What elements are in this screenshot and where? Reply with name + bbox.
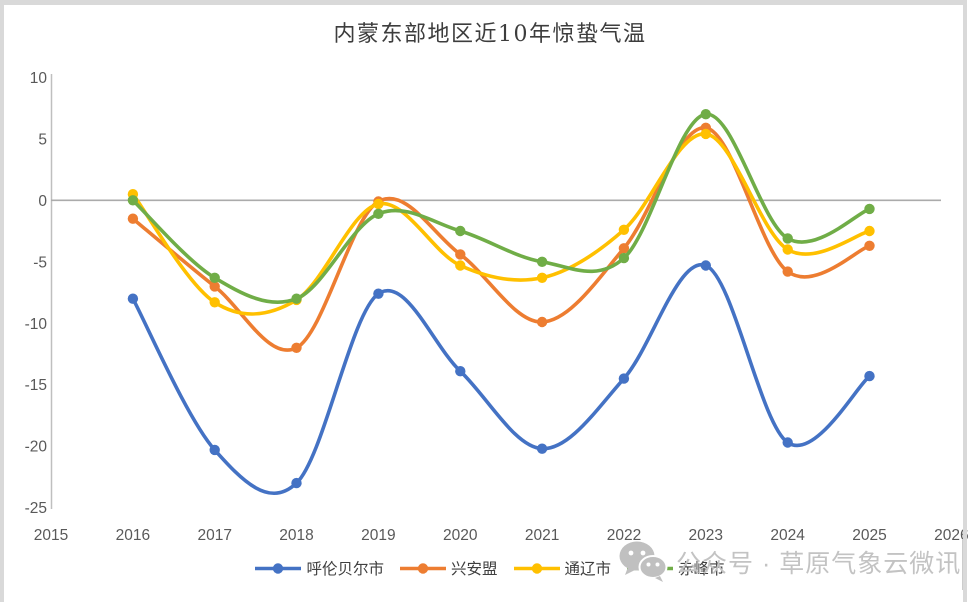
series-line-tongliao	[131, 132, 872, 316]
legend-marker-icon	[255, 562, 302, 574]
data-point-hulunbuir	[618, 373, 630, 384]
data-point-chifeng	[536, 256, 548, 267]
legend-label: 通辽市	[564, 561, 612, 578]
legend-marker-icon	[513, 562, 560, 574]
legend-item-xingan-league: 兴安盟	[399, 557, 498, 579]
data-point-hulunbuir	[373, 288, 384, 299]
legend-marker-icon	[399, 562, 446, 574]
legend-item-tongliao: 通辽市	[513, 557, 612, 579]
series-line-chifeng	[131, 112, 872, 304]
x-tick-label: 2018	[279, 527, 313, 544]
watermark-right-bar	[962, 540, 965, 590]
legend: 呼伦贝尔市 兴安盟 通辽市 赤峰市	[0, 557, 980, 579]
data-point-tongliao	[618, 224, 630, 235]
data-point-hulunbuir	[700, 260, 711, 271]
chart-title: 内蒙东部地区近10年惊蛰气温	[333, 22, 647, 47]
data-point-xingan-league	[536, 316, 548, 328]
data-point-tongliao	[455, 260, 466, 271]
legend-item-chifeng: 赤峰市	[627, 557, 725, 579]
x-tick-label: 2024	[770, 527, 805, 544]
data-point-tongliao	[373, 198, 384, 210]
data-point-chifeng	[291, 293, 302, 304]
data-point-chifeng	[127, 195, 139, 206]
data-point-xingan-league	[618, 243, 630, 254]
data-point-xingan-league	[455, 249, 466, 260]
data-point-tongliao	[209, 297, 220, 308]
y-tick-label: 10	[30, 70, 48, 87]
data-point-xingan-league	[127, 213, 139, 224]
data-point-hulunbuir	[782, 437, 793, 448]
series-line-xingan-league	[131, 126, 872, 352]
legend-label: 兴安盟	[450, 561, 498, 578]
legend-marker-icon	[627, 562, 674, 574]
y-tick-label: -20	[25, 439, 48, 456]
legend-item-hulunbuir: 呼伦贝尔市	[255, 557, 384, 579]
data-point-xingan-league	[291, 342, 302, 353]
data-point-xingan-league	[864, 240, 875, 251]
data-point-chifeng	[209, 272, 220, 283]
y-tick-label: 5	[38, 131, 47, 148]
y-tick-label: 0	[38, 193, 47, 210]
data-point-xingan-league	[782, 266, 793, 277]
x-tick-label: 2017	[197, 527, 231, 544]
x-tick-label: 2015	[34, 527, 68, 544]
y-tick-label: -5	[33, 254, 47, 271]
legend-label: 赤峰市	[678, 561, 725, 578]
data-point-hulunbuir	[864, 370, 875, 382]
data-point-hulunbuir	[291, 477, 302, 489]
y-tick-label: -25	[25, 500, 47, 517]
data-point-tongliao	[536, 272, 548, 283]
data-point-xingan-league	[209, 281, 220, 292]
data-point-chifeng	[455, 225, 466, 237]
data-point-hulunbuir	[455, 366, 466, 377]
x-tick-label: 2026	[934, 527, 968, 544]
data-point-chifeng	[373, 208, 384, 219]
data-point-chifeng	[782, 233, 793, 244]
data-point-chifeng	[700, 109, 711, 120]
data-point-chifeng	[864, 203, 875, 215]
data-point-hulunbuir	[209, 444, 220, 456]
series-line-hulunbuir	[131, 263, 872, 496]
x-tick-label: 2021	[525, 527, 559, 544]
legend-label: 呼伦贝尔市	[306, 561, 384, 578]
x-tick-label: 2023	[689, 527, 723, 544]
x-tick-label: 2016	[116, 527, 150, 544]
data-point-hulunbuir	[536, 443, 548, 454]
x-tick-label: 2025	[852, 527, 886, 544]
x-tick-label: 2020	[443, 527, 478, 544]
data-point-tongliao	[782, 244, 793, 255]
data-point-chifeng	[618, 252, 630, 264]
y-tick-label: -15	[25, 377, 47, 394]
data-point-tongliao	[700, 128, 711, 140]
y-tick-label: -10	[25, 316, 48, 333]
data-point-tongliao	[864, 225, 875, 237]
x-tick-label: 2019	[361, 527, 395, 544]
data-point-hulunbuir	[127, 293, 139, 304]
x-tick-label: 2022	[607, 527, 641, 544]
